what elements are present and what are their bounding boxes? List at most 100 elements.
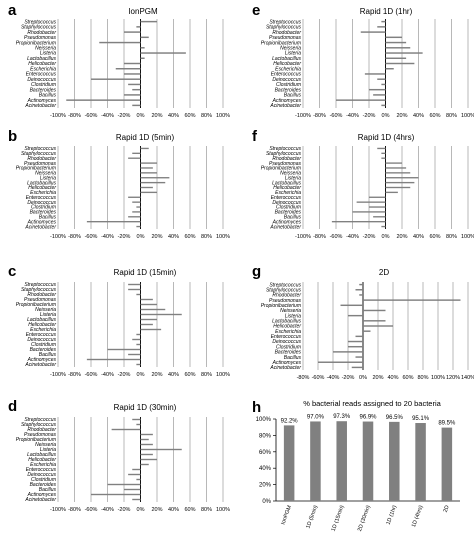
panel-letter: h bbox=[252, 399, 261, 416]
x-tick-label: 0% bbox=[137, 234, 145, 240]
category-label: Neisseria bbox=[35, 307, 56, 313]
x-tick-label: -60% bbox=[85, 372, 98, 378]
panel-title: % bacterial reads assigned to 20 bacteri… bbox=[303, 399, 441, 408]
bar-helicobacter bbox=[385, 62, 415, 65]
category-label: Rhodobacter bbox=[272, 156, 301, 162]
category-label: Neisseria bbox=[35, 442, 56, 448]
x-tick-label: -20% bbox=[118, 113, 131, 119]
category-label: Pseudomonas bbox=[24, 297, 56, 303]
bar-enterococcus bbox=[136, 333, 141, 336]
category-label: Helicobacter bbox=[28, 61, 56, 67]
panel-title: Rapid 1D (1hr) bbox=[360, 7, 413, 16]
category-label: Staphylococcus bbox=[266, 151, 302, 157]
category-label: Acinetobacter bbox=[24, 103, 56, 109]
bar-pseudomonas bbox=[363, 299, 461, 301]
bar-escherichia bbox=[385, 68, 394, 70]
x-tick-label: 100% bbox=[216, 234, 230, 240]
bar-streptococcus bbox=[140, 147, 149, 150]
bar-neisseria bbox=[140, 308, 166, 311]
category-label: Streptococcus bbox=[269, 282, 301, 288]
bar-rhodobacter bbox=[381, 157, 386, 159]
category-label: Listeria bbox=[40, 312, 56, 318]
category-label: Streptococcus bbox=[269, 146, 301, 152]
category-label: Escherichia bbox=[275, 66, 301, 72]
bar-deinococcus bbox=[377, 78, 386, 80]
bar-acinetobacter bbox=[351, 366, 363, 369]
panel-letter: a bbox=[8, 2, 17, 19]
category-label: Acinetobacter bbox=[269, 224, 301, 230]
category-label: Lactobacillus bbox=[272, 180, 301, 186]
bar-deinococcus bbox=[356, 201, 386, 203]
bar-lactobacillus bbox=[385, 181, 415, 184]
panel-letter: f bbox=[252, 128, 258, 145]
y-tick-label: 40% bbox=[259, 466, 272, 472]
bar-propionibacterium bbox=[340, 304, 363, 307]
value-label: 89.5% bbox=[438, 421, 456, 427]
x-tick-label: 0% bbox=[137, 372, 145, 378]
category-label: Escherichia bbox=[30, 462, 56, 468]
category-label: Actinomyces bbox=[27, 98, 57, 104]
x-tick-label: 40% bbox=[168, 507, 179, 513]
bar-neisseria bbox=[140, 443, 153, 446]
x-tick-label: 60% bbox=[184, 372, 195, 378]
bar-propionibacterium bbox=[385, 167, 407, 169]
bar-escherichia bbox=[115, 68, 141, 70]
bar-bacillus bbox=[124, 488, 141, 491]
x-tick-label: -60% bbox=[330, 113, 343, 119]
x-tick-label: 20% bbox=[372, 375, 383, 381]
category-label: Neisseria bbox=[35, 45, 56, 51]
category-label: Bacillus bbox=[39, 93, 57, 99]
category-label: Enterococcus bbox=[271, 334, 302, 340]
category-label: Pseudomonas bbox=[24, 161, 56, 167]
x-tick-label: -100% bbox=[295, 113, 311, 119]
bar-staphylococcus bbox=[136, 423, 141, 426]
category-label: Deinococcus bbox=[27, 472, 56, 478]
bar-bacteroides bbox=[352, 211, 386, 213]
bar-actinomyces bbox=[331, 220, 386, 223]
category-label: Staphylococcus bbox=[21, 25, 57, 31]
category-label: Listeria bbox=[285, 175, 301, 181]
x-tick-label: 40% bbox=[387, 375, 398, 381]
x-tick-label: -40% bbox=[101, 113, 114, 119]
x-tick-label: -60% bbox=[85, 113, 98, 119]
y-tick-label: 0% bbox=[262, 499, 271, 505]
category-label: Bacteroides bbox=[275, 210, 302, 216]
bar-staphylococcus bbox=[132, 152, 141, 155]
panel-h: h % bacterial reads assigned to 20 bacter… bbox=[252, 399, 460, 532]
bar-escherichia bbox=[363, 330, 371, 332]
category-label: Enterococcus bbox=[26, 195, 57, 201]
category-label: Helicobacter bbox=[273, 61, 301, 67]
category-label: Rhodobacter bbox=[27, 156, 56, 162]
category-label: Bacillus bbox=[284, 93, 302, 99]
panel-g: g 2D -80% -60% -40% -20% 0% 20% 40% 60% 80% 100% 120… bbox=[252, 263, 474, 381]
bar-lactobacillus bbox=[363, 320, 386, 322]
category-label: Streptococcus bbox=[24, 417, 56, 423]
category-label: Staphylococcus bbox=[21, 151, 57, 157]
x-tick-label: 100% bbox=[216, 507, 230, 513]
bar-listeria bbox=[140, 313, 182, 316]
category-label: Escherichia bbox=[275, 329, 301, 335]
bar-propionibacterium bbox=[140, 438, 149, 441]
category-label: Staphylococcus bbox=[266, 25, 302, 31]
category-label: 1D (15min) bbox=[331, 504, 346, 532]
bar-bacillus bbox=[355, 356, 363, 358]
category-label: Actinomyces bbox=[27, 492, 57, 498]
bar-helicobacter bbox=[140, 458, 157, 461]
x-tick-label: 0% bbox=[137, 113, 145, 119]
category-label: Pseudomonas bbox=[24, 432, 56, 438]
category-label: Deinococcus bbox=[27, 337, 56, 343]
category-label: Deinococcus bbox=[272, 339, 301, 345]
category-label: 1D (5min) bbox=[305, 504, 319, 529]
bar-enterococcus bbox=[128, 196, 141, 198]
bar-clostridium bbox=[381, 83, 386, 86]
value-label: 96.5% bbox=[386, 415, 404, 421]
category-label: Clostridium bbox=[31, 477, 56, 483]
x-tick-label: 60% bbox=[184, 234, 195, 240]
bar-listeria bbox=[385, 177, 419, 179]
x-tick-label: -20% bbox=[363, 234, 376, 240]
panel-letter: e bbox=[252, 2, 260, 19]
bar-listeria bbox=[140, 177, 170, 179]
category-label: Acinetobacter bbox=[24, 497, 56, 503]
category-label: Bacillus bbox=[39, 214, 57, 220]
category-label: Rhodobacter bbox=[27, 30, 56, 36]
